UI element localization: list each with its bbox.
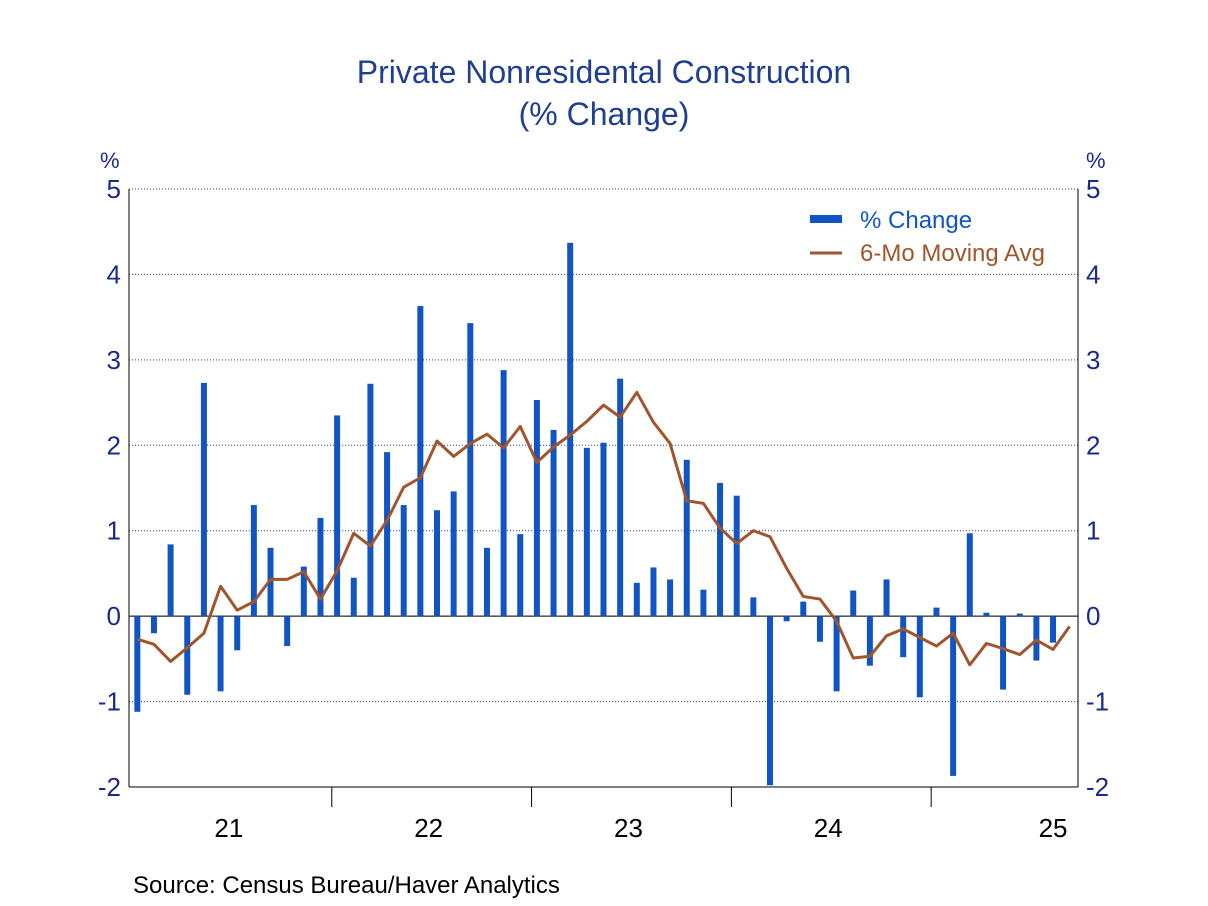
bar [933,607,940,617]
bar [900,616,907,658]
legend-label-line: 6-Mo Moving Avg [860,240,1045,267]
y-tick-label-left: -2 [98,772,121,802]
y-tick-label-left: -1 [98,687,121,717]
x-tick-label: 23 [614,813,643,843]
bar [234,616,241,651]
bar [434,510,441,617]
y-tick-label-right: 1 [1086,516,1100,546]
bar [467,323,474,617]
y-tick-label-right: 0 [1086,601,1100,631]
y-tick-label-right: -1 [1086,687,1109,717]
y-tick-label-right: -2 [1086,772,1109,802]
y-tick-label-left: 5 [107,174,121,204]
chart-title: Private Nonresidental Construction [356,54,852,90]
bar [167,544,174,617]
bar [750,597,757,617]
bar [500,370,507,617]
bar [833,616,840,692]
bar [150,616,157,634]
bar [683,459,690,617]
bar [866,616,873,666]
bar [300,566,307,617]
bar [200,382,207,617]
y-tick-label-left: 3 [107,345,121,375]
bar [250,505,257,617]
bar [134,616,141,712]
bar [533,400,540,617]
bar [916,616,923,698]
bar [550,429,557,617]
bar [766,616,773,786]
bar [983,612,990,617]
bar [517,534,524,617]
y-tick-label-right: 2 [1086,430,1100,460]
x-tick-label: 22 [414,813,443,843]
bar [334,415,341,617]
bar [667,579,674,617]
y-tick-label-left: 4 [107,259,121,289]
y-tick-label-right: 3 [1086,345,1100,375]
y-tick-label-left: 1 [107,516,121,546]
bar [733,495,740,617]
bar [483,547,490,617]
bar [633,582,640,617]
bar [1033,616,1040,661]
chart-subtitle: (% Change) [518,96,690,132]
y-tick-label-right: 4 [1086,259,1100,289]
legend-label-bars: % Change [860,207,972,234]
bar [217,616,224,692]
bar [617,378,624,617]
bar [650,567,657,617]
bar [950,616,957,776]
bar [1050,616,1057,643]
bar [966,533,973,617]
y-axis-unit-right: % [1086,148,1106,173]
bar [367,383,374,617]
x-tick-label: 24 [814,813,843,843]
y-tick-label-right: 5 [1086,174,1100,204]
bar [400,505,407,617]
bar [883,579,890,617]
bar [816,616,823,642]
bar [1016,613,1023,617]
bar [284,616,291,647]
bar [184,616,191,695]
bar [783,616,790,622]
source-note: Source: Census Bureau/Haver Analytics [133,872,560,899]
y-tick-label-left: 0 [107,601,121,631]
bar [267,547,274,617]
x-tick-label: 21 [214,813,243,843]
bar [417,306,424,617]
bar [1000,616,1007,690]
bar [600,442,607,617]
bar [384,452,391,617]
y-tick-label-left: 2 [107,430,121,460]
moving-average-line [136,390,1071,667]
bar [567,242,574,617]
bar [317,517,324,617]
bar [350,577,357,617]
bar [717,482,724,617]
bar [800,601,807,617]
bar [700,589,707,617]
y-axis-unit-left: % [100,148,120,173]
bar [850,590,857,617]
bar [450,491,457,617]
legend-swatch-bars [810,215,842,223]
x-tick-label: 25 [1039,813,1068,843]
bar [583,447,590,617]
